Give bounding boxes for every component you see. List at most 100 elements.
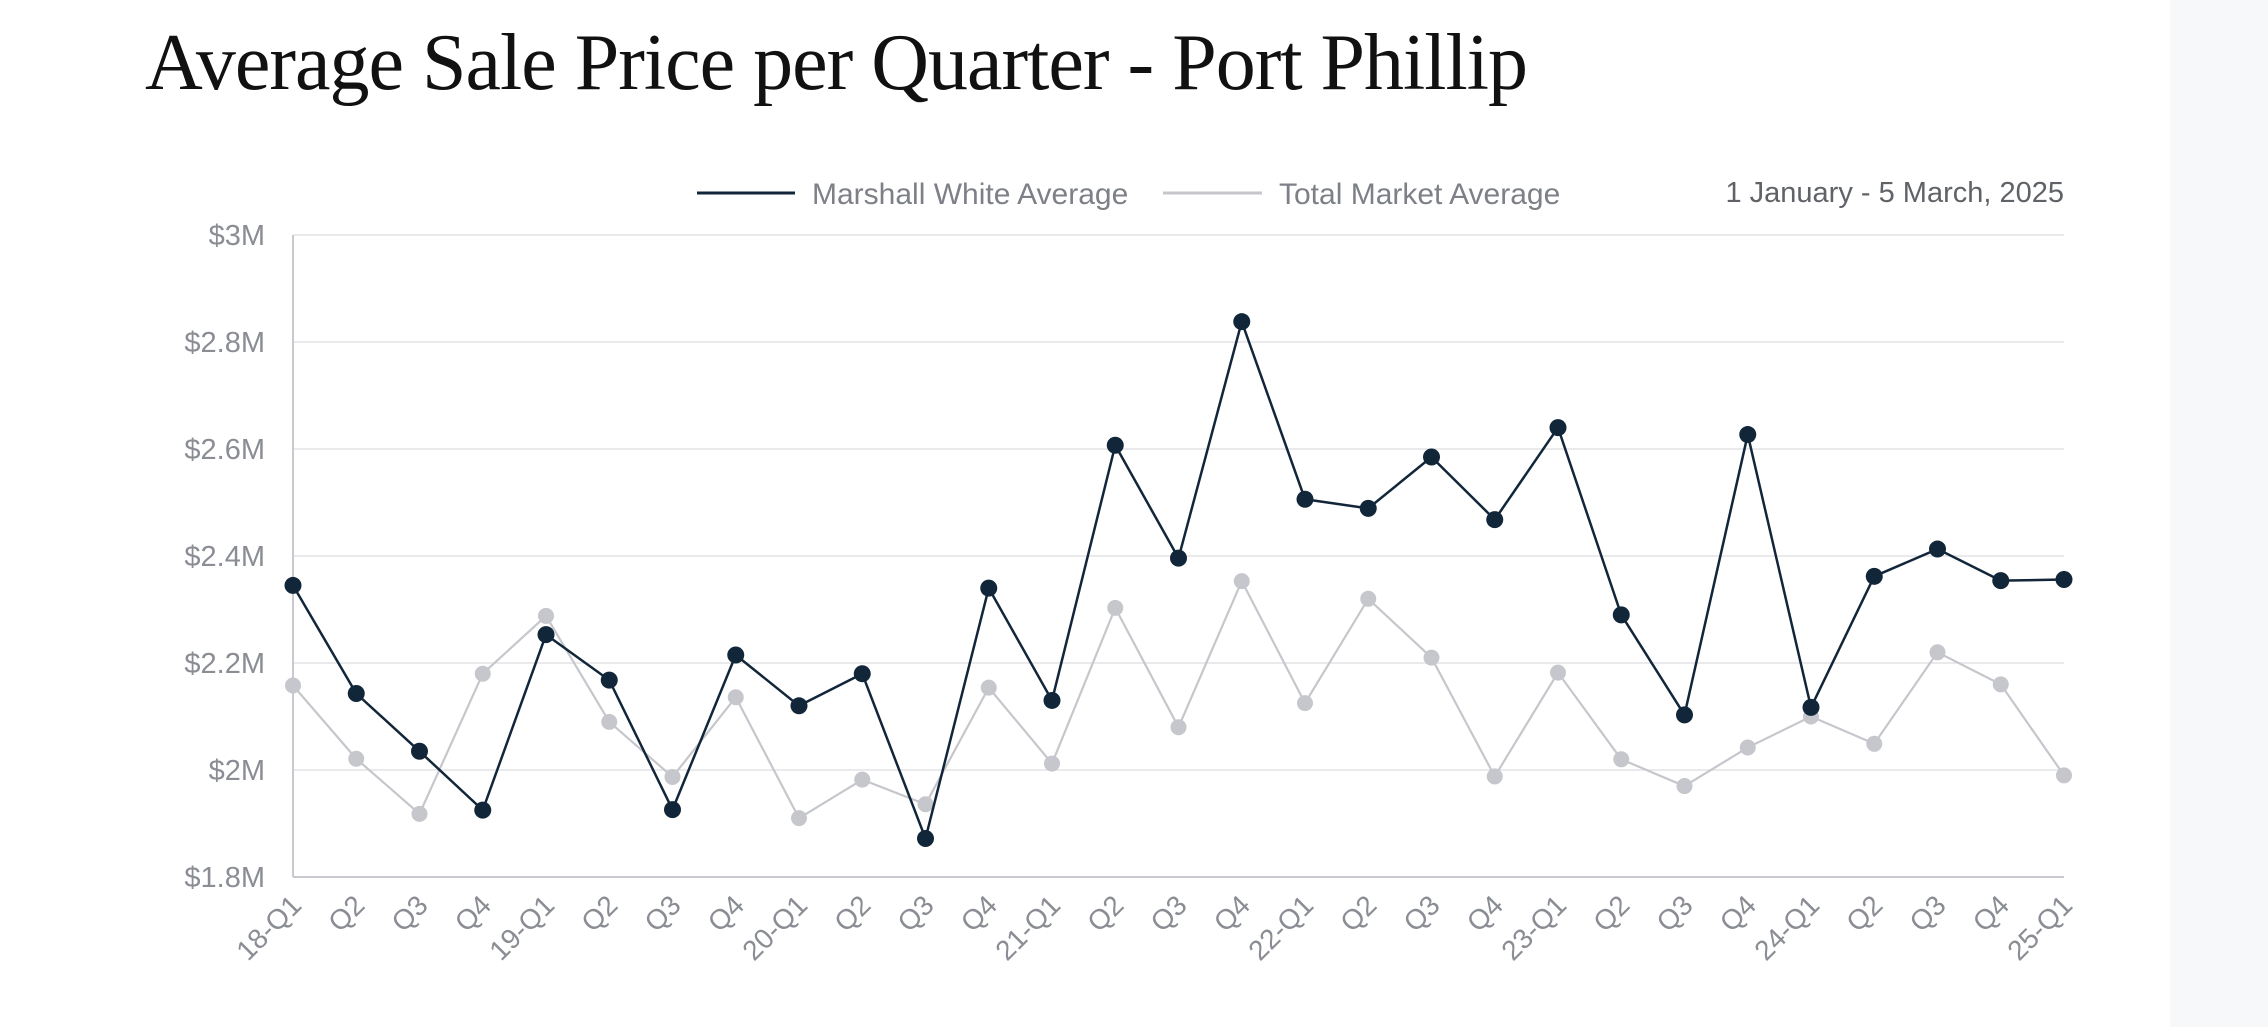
data-point-total-market bbox=[2056, 767, 2072, 784]
data-point-total-market bbox=[1233, 573, 1250, 590]
data-point-total-market bbox=[601, 713, 618, 730]
x-tick-label: Q2 bbox=[1334, 889, 1382, 937]
data-point-marshall-white bbox=[600, 671, 618, 689]
data-point-total-market bbox=[664, 768, 681, 785]
x-tick-label: Q4 bbox=[1208, 889, 1256, 937]
y-tick-label: $2.8M bbox=[184, 327, 265, 359]
data-point-marshall-white bbox=[1296, 490, 1314, 508]
data-point-marshall-white bbox=[1612, 606, 1630, 624]
x-tick-label: Q4 bbox=[702, 889, 750, 937]
x-tick-label: 25-Q1 bbox=[2001, 889, 2078, 966]
data-point-marshall-white bbox=[1802, 698, 1820, 716]
data-point-marshall-white bbox=[1676, 706, 1693, 724]
x-tick-label: 18-Q1 bbox=[230, 889, 307, 966]
y-axis-ticks: $1.8M $2M $2.2M $2.4M $2.6M $2.8M $3M bbox=[184, 220, 265, 894]
x-tick-label: 24-Q1 bbox=[1748, 889, 1825, 966]
data-point-total-market bbox=[1676, 778, 1693, 795]
data-point-total-market bbox=[1866, 735, 1883, 752]
data-point-total-market bbox=[1423, 649, 1440, 666]
data-point-total-market bbox=[1297, 695, 1313, 712]
data-point-total-market bbox=[980, 679, 997, 696]
x-tick-label: Q4 bbox=[449, 889, 497, 937]
series-line-marshall-white bbox=[291, 320, 2065, 840]
legend-label-marshall-white: Marshall White Average bbox=[812, 178, 1128, 211]
data-point-marshall-white bbox=[1170, 549, 1187, 567]
data-point-total-market bbox=[1360, 590, 1377, 607]
data-point-total-market bbox=[411, 805, 428, 822]
x-tick-label: Q3 bbox=[385, 889, 433, 937]
x-tick-label: Q3 bbox=[638, 889, 686, 937]
x-tick-label: Q3 bbox=[891, 889, 939, 937]
data-point-marshall-white bbox=[411, 742, 428, 760]
x-tick-label: Q3 bbox=[1144, 889, 1192, 937]
data-point-marshall-white bbox=[1549, 419, 1567, 437]
legend: Marshall White Average Total Market Aver… bbox=[697, 178, 1560, 211]
x-tick-label: 19-Q1 bbox=[483, 889, 560, 966]
data-point-total-market bbox=[1992, 676, 2009, 693]
x-tick-label: Q4 bbox=[1714, 889, 1762, 937]
data-point-marshall-white bbox=[2055, 571, 2073, 589]
data-point-total-market bbox=[1170, 719, 1187, 736]
data-point-marshall-white bbox=[537, 626, 555, 644]
data-point-total-market bbox=[285, 677, 301, 694]
data-point-total-market bbox=[474, 665, 491, 682]
data-point-marshall-white bbox=[853, 665, 871, 683]
x-tick-label: Q2 bbox=[1840, 889, 1888, 937]
data-point-marshall-white bbox=[980, 579, 998, 597]
x-tick-label: Q4 bbox=[1461, 889, 1509, 937]
x-tick-label: Q3 bbox=[1650, 889, 1698, 937]
y-tick-label: $2M bbox=[209, 755, 265, 787]
x-tick-label: 22-Q1 bbox=[1242, 889, 1319, 966]
data-point-marshall-white bbox=[917, 829, 934, 847]
data-point-total-market bbox=[1550, 664, 1566, 681]
x-tick-label: Q3 bbox=[1903, 889, 1951, 937]
data-point-marshall-white bbox=[664, 801, 681, 819]
y-tick-label: $2.2M bbox=[184, 648, 265, 680]
data-point-total-market bbox=[854, 771, 871, 788]
x-tick-label: Q2 bbox=[575, 889, 623, 937]
page-title: Average Sale Price per Quarter - Port Ph… bbox=[145, 19, 1528, 107]
data-point-marshall-white bbox=[1043, 691, 1061, 709]
data-point-total-market bbox=[1929, 644, 1946, 661]
data-point-total-market bbox=[1044, 755, 1060, 772]
x-tick-label: Q2 bbox=[1081, 889, 1129, 937]
x-tick-label: Q4 bbox=[1967, 889, 2015, 937]
y-tick-label: $3M bbox=[209, 220, 265, 252]
data-point-marshall-white bbox=[1929, 540, 1946, 558]
y-tick-label: $2.4M bbox=[184, 541, 265, 573]
x-tick-label: 23-Q1 bbox=[1495, 889, 1572, 966]
data-point-marshall-white bbox=[1423, 448, 1440, 466]
axes bbox=[292, 235, 2064, 878]
x-tick-label: 21-Q1 bbox=[989, 889, 1066, 966]
x-tick-label: Q3 bbox=[1397, 889, 1445, 937]
grid-lines bbox=[293, 234, 2064, 771]
data-point-marshall-white bbox=[1992, 572, 2010, 590]
right-margin-strip bbox=[2170, 0, 2268, 1027]
x-tick-label: Q2 bbox=[322, 889, 370, 937]
data-point-marshall-white bbox=[474, 801, 492, 819]
y-tick-label: $2.6M bbox=[184, 434, 265, 466]
series-line-total-market bbox=[292, 580, 2065, 820]
data-point-marshall-white bbox=[284, 576, 302, 594]
y-tick-label: $1.8M bbox=[184, 862, 265, 894]
data-point-marshall-white bbox=[1739, 426, 1757, 444]
data-point-marshall-white bbox=[1106, 436, 1124, 454]
data-point-total-market bbox=[538, 607, 554, 624]
x-tick-label: Q4 bbox=[955, 889, 1003, 937]
data-point-marshall-white bbox=[1359, 499, 1377, 517]
data-point-total-market bbox=[1107, 599, 1124, 616]
data-point-total-market bbox=[348, 750, 365, 767]
data-point-total-market bbox=[1486, 768, 1503, 785]
data-point-marshall-white bbox=[1233, 313, 1251, 331]
data-point-marshall-white bbox=[790, 697, 808, 715]
x-tick-label: 20-Q1 bbox=[736, 889, 813, 966]
data-point-total-market bbox=[791, 810, 807, 827]
data-point-total-market bbox=[727, 689, 744, 706]
date-range-label: 1 January - 5 March, 2025 bbox=[1725, 177, 2064, 209]
data-point-total-market bbox=[1613, 751, 1630, 768]
legend-label-total-market: Total Market Average bbox=[1279, 178, 1560, 211]
data-point-marshall-white bbox=[1865, 567, 1883, 585]
x-tick-label: Q2 bbox=[828, 889, 876, 937]
